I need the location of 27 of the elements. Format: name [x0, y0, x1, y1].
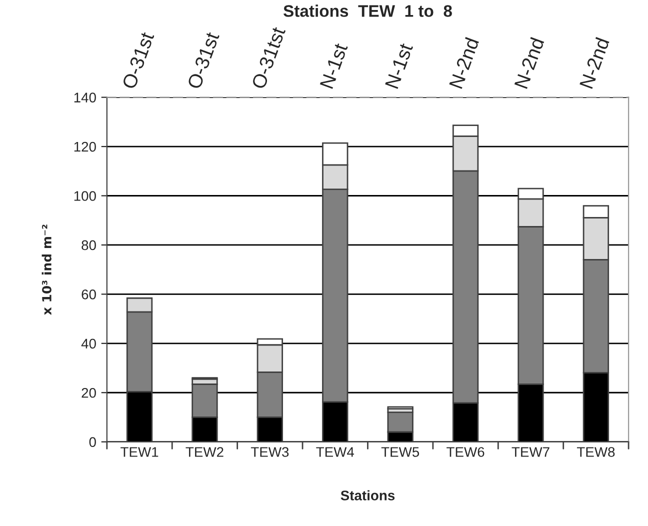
y-tick-label: 60 [82, 290, 96, 300]
y-tick-label: 120 [74, 142, 96, 152]
y-tick-label: 20 [82, 388, 96, 398]
x-tick-label: TEW5 [381, 447, 420, 457]
y-tick-label: 40 [81, 338, 96, 349]
text: N-1st [320, 42, 348, 89]
text: N-2nd [578, 36, 610, 89]
y-axis-title: x 10³ ind m⁻² [42, 224, 52, 315]
text: O-31st [187, 31, 220, 90]
x-tick-label: TEW4 [316, 447, 354, 457]
x-tick-label: TEW8 [576, 447, 615, 457]
text: N-2nd [514, 36, 544, 89]
x-tick-label: TEW2 [186, 447, 224, 457]
text: O-31tst [251, 26, 286, 90]
x-tick-label: TEW7 [512, 447, 550, 457]
text: N-2nd [448, 36, 480, 89]
y-tick-label: 140 [74, 92, 96, 102]
x-tick-label: TEW1 [120, 447, 158, 457]
x-axis-title: Stations [340, 490, 395, 500]
y-tick-label: 80 [82, 240, 96, 250]
text: O-31st [122, 31, 154, 90]
y-tick-label: 100 [74, 191, 96, 201]
text: N-1st [385, 42, 414, 89]
chart-title: Stations TEW 1 to 8 [283, 4, 452, 17]
x-tick-label: TEW6 [446, 447, 484, 457]
y-tick-label: 0 [89, 437, 96, 448]
x-tick-label: TEW3 [250, 447, 289, 457]
